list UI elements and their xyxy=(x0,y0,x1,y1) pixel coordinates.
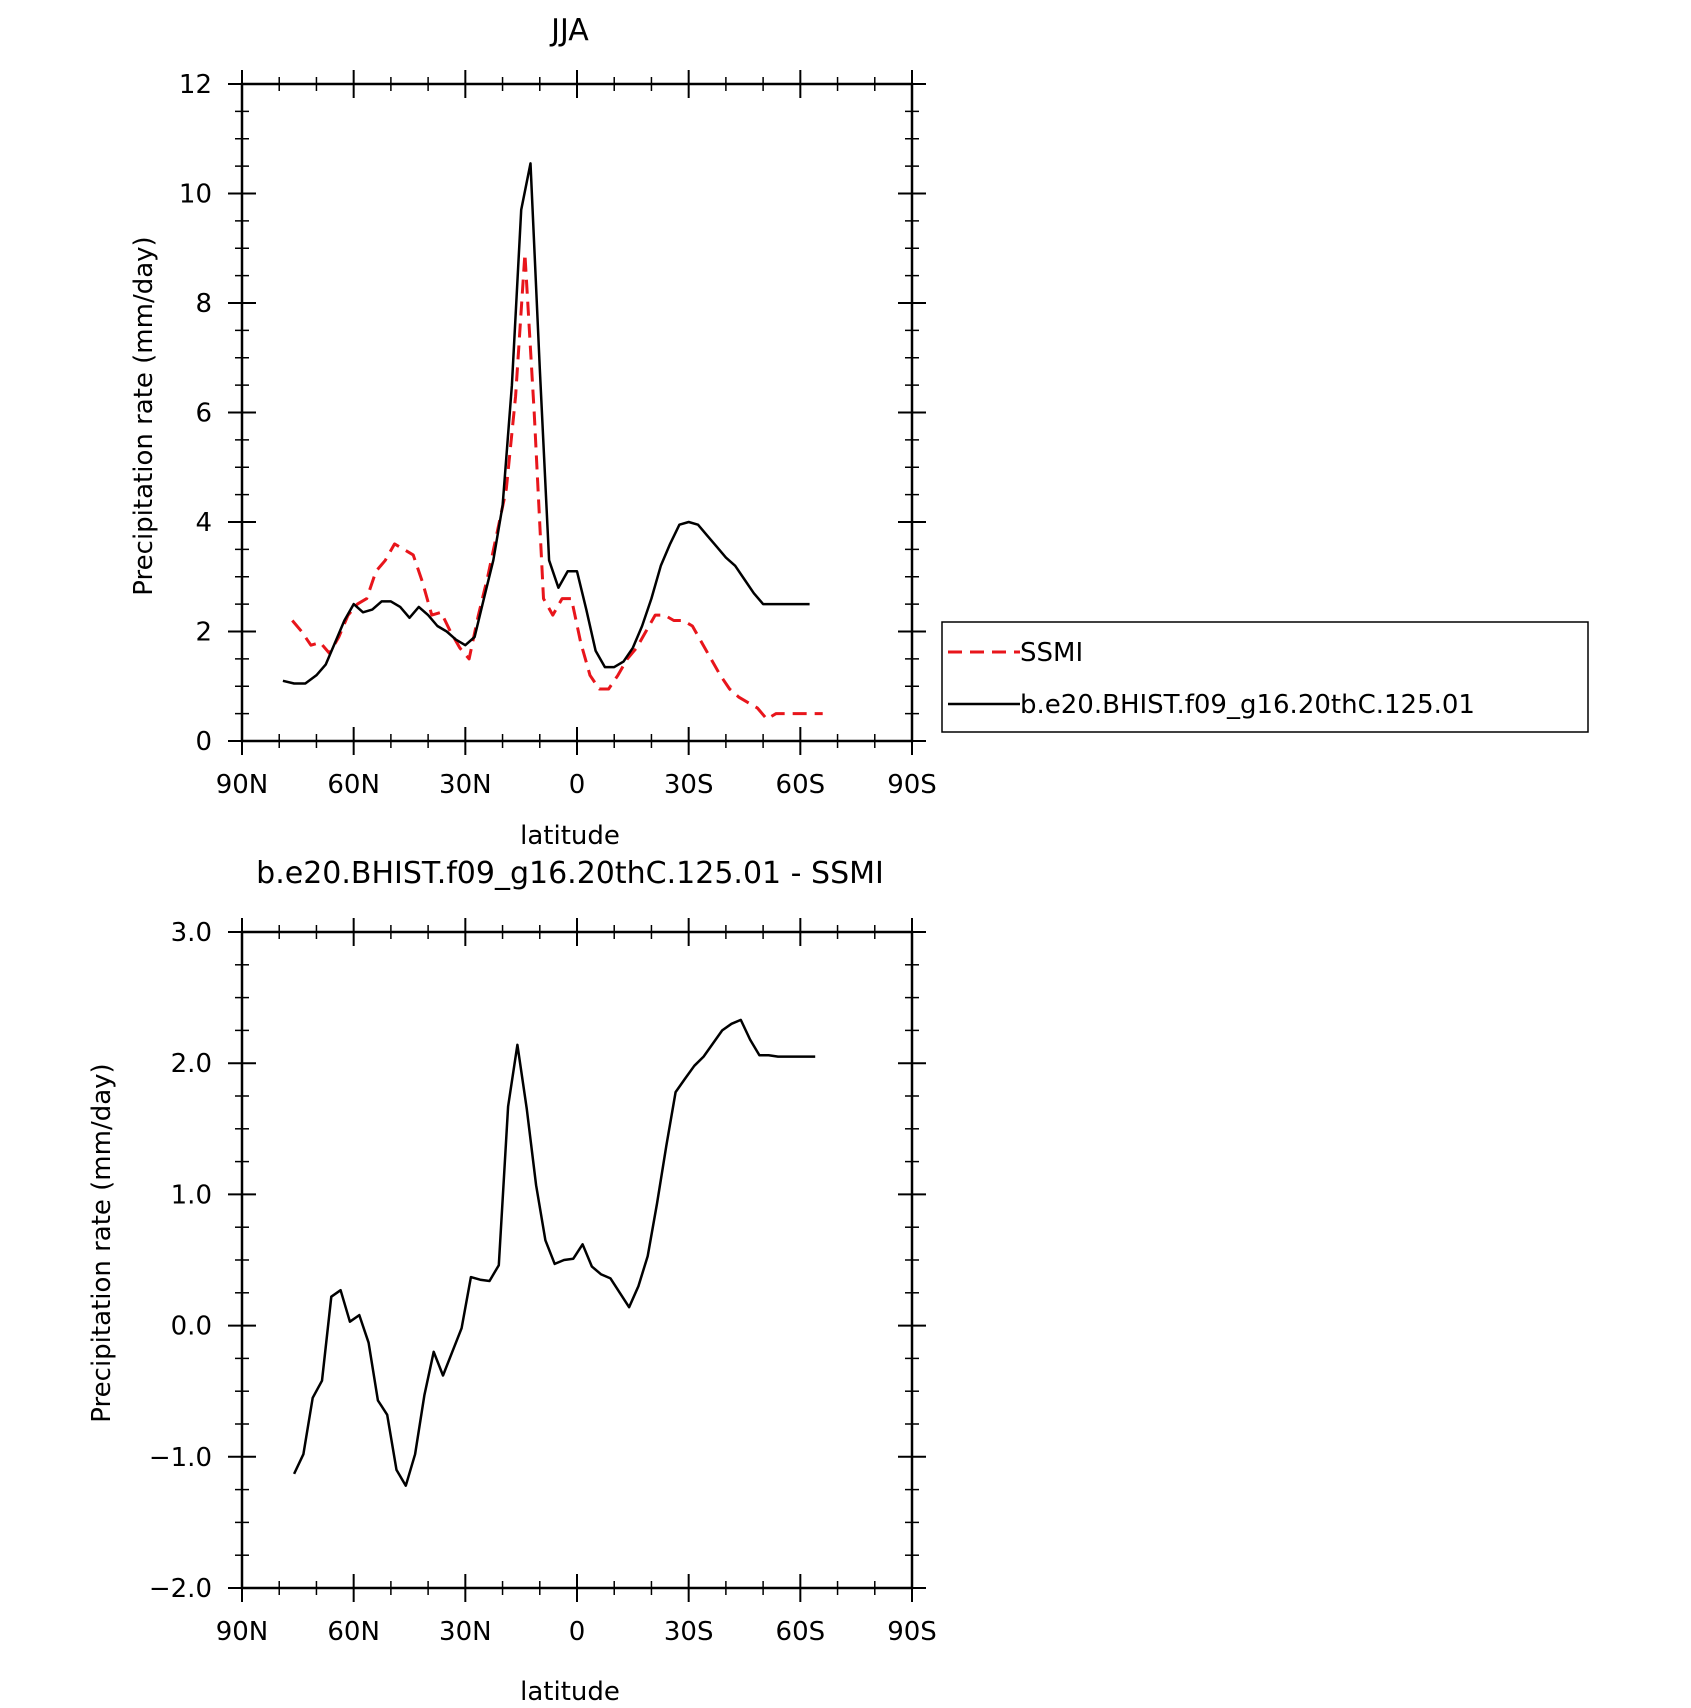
x-tick-label: 60S xyxy=(776,770,826,800)
x-tick-label: 60N xyxy=(327,770,380,800)
x-tick-label: 60N xyxy=(327,1617,380,1647)
legend-box xyxy=(941,621,1589,733)
top-panel-plot-area: 0 2 4 6 8 10 12 90N 60N 30N 0 30S 60S 90S xyxy=(179,70,937,800)
y-tick-label: 2 xyxy=(195,618,212,648)
x-tick-label: 90N xyxy=(216,770,269,800)
series-line-0 xyxy=(291,252,823,721)
legend-label-model: b.e20.BHIST.f09_g16.20thC.125.01 xyxy=(1020,690,1475,720)
bottom-panel: b.e20.BHIST.f09_g16.20thC.125.01 - SSMI … xyxy=(87,856,937,1707)
y-tick-label: 3.0 xyxy=(171,918,212,948)
x-tick-label: 30S xyxy=(664,1617,714,1647)
y-tick-label: 4 xyxy=(195,508,212,538)
top-panel-xlabel: latitude xyxy=(520,821,620,851)
y-tick-label: −2.0 xyxy=(149,1574,212,1604)
y-tick-label: 2.0 xyxy=(171,1049,212,1079)
bottom-panel-title: b.e20.BHIST.f09_g16.20thC.125.01 - SSMI xyxy=(256,856,884,891)
y-tick-label: 8 xyxy=(195,289,212,319)
top-panel-ylabel: Precipitation rate (mm/day) xyxy=(129,236,159,595)
x-tick-label: 90S xyxy=(887,770,937,800)
legend: SSMI b.e20.BHIST.f09_g16.20thC.125.01 xyxy=(941,621,1589,733)
y-tick-label: 10 xyxy=(179,180,212,210)
series-line-1 xyxy=(282,162,810,685)
y-tick-label: −1.0 xyxy=(149,1443,212,1473)
x-tick-label: 30N xyxy=(439,1617,492,1647)
x-tick-label: 90N xyxy=(216,1617,269,1647)
legend-label-ssmi: SSMI xyxy=(1020,638,1083,668)
x-tick-label: 0 xyxy=(569,1617,586,1647)
y-tick-label: 0 xyxy=(195,727,212,757)
top-panel: JJA latitude Precipitation rate (mm/day)… xyxy=(129,13,1589,851)
plot-frame xyxy=(240,82,914,743)
x-tick-label: 60S xyxy=(776,1617,826,1647)
x-tick-label: 0 xyxy=(569,770,586,800)
bottom-panel-plot-area: −2.0 −1.0 0.0 1.0 2.0 3.0 90N 60N 30N 0 30S 60S 90S xyxy=(149,918,937,1647)
top-panel-title: JJA xyxy=(549,13,589,48)
plot-frame xyxy=(240,930,914,1590)
bottom-panel-xlabel: latitude xyxy=(520,1677,620,1707)
x-tick-label: 90S xyxy=(887,1617,937,1647)
bottom-panel-ylabel: Precipitation rate (mm/day) xyxy=(87,1063,117,1422)
x-tick-label: 30S xyxy=(664,770,714,800)
y-tick-label: 6 xyxy=(195,399,212,429)
y-tick-label: 12 xyxy=(179,70,212,100)
y-tick-label: 0.0 xyxy=(171,1312,212,1342)
x-tick-label: 30N xyxy=(439,770,492,800)
series-line-0 xyxy=(292,1018,816,1487)
y-tick-label: 1.0 xyxy=(171,1180,212,1210)
